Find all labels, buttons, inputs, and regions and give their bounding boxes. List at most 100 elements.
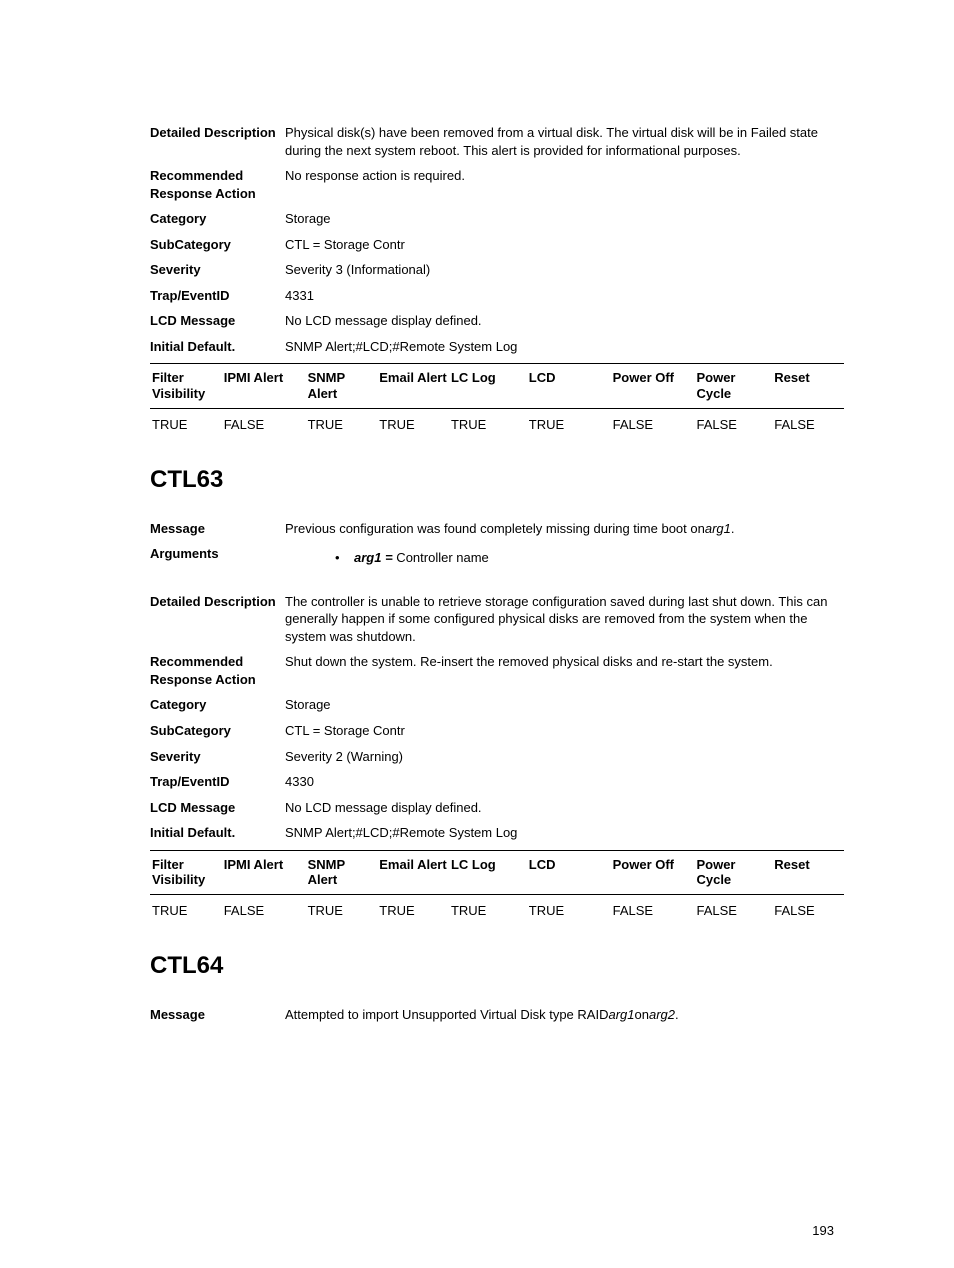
def-row: Detailed Description Physical disk(s) ha… — [150, 120, 844, 163]
def-label: Initial Default. — [150, 824, 285, 842]
def-label: Severity — [150, 748, 285, 766]
def-label: Message — [150, 1006, 285, 1024]
table-row: TRUE FALSE TRUE TRUE TRUE TRUE FALSE FAL… — [150, 894, 844, 924]
td: TRUE — [150, 894, 222, 924]
td: TRUE — [527, 894, 611, 924]
def-value: Shut down the system. Re-insert the remo… — [285, 653, 844, 688]
msg-suffix: . — [675, 1007, 679, 1022]
def-value: • arg1 = Controller name — [285, 545, 844, 567]
def-value: Attempted to import Unsupported Virtual … — [285, 1006, 844, 1024]
th: IPMI Alert — [222, 364, 306, 408]
def-value: No LCD message display defined. — [285, 799, 844, 817]
td: TRUE — [150, 408, 222, 438]
def-value: No LCD message display defined. — [285, 312, 844, 330]
def-row: Detailed Description The controller is u… — [150, 589, 844, 650]
msg-text: Previous configuration was found complet… — [285, 521, 705, 536]
def-row: Trap/EventID 4331 — [150, 283, 844, 309]
def-row: Recommended Response Action Shut down th… — [150, 649, 844, 692]
msg-arg2: arg2 — [649, 1007, 675, 1022]
th: LCD — [527, 850, 611, 894]
def-row: Severity Severity 2 (Warning) — [150, 744, 844, 770]
def-label: SubCategory — [150, 236, 285, 254]
def-row: Category Storage — [150, 692, 844, 718]
table-header-row: Filter Visibility IPMI Alert SNMP Alert … — [150, 364, 844, 408]
td: TRUE — [306, 408, 378, 438]
def-value: 4331 — [285, 287, 844, 305]
def-label: Recommended Response Action — [150, 653, 285, 688]
td: FALSE — [772, 408, 844, 438]
def-label: Detailed Description — [150, 593, 285, 646]
td: TRUE — [377, 894, 449, 924]
msg-arg1: arg1 — [608, 1007, 634, 1022]
def-label: Trap/EventID — [150, 287, 285, 305]
arg-name: arg1 = — [354, 550, 393, 565]
def-value: SNMP Alert;#LCD;#Remote System Log — [285, 824, 844, 842]
def-row-arguments: Arguments • arg1 = Controller name — [150, 541, 844, 571]
td: FALSE — [694, 894, 772, 924]
def-row: Initial Default. SNMP Alert;#LCD;#Remote… — [150, 334, 844, 360]
def-label: Trap/EventID — [150, 773, 285, 791]
th: Email Alert — [377, 364, 449, 408]
def-value: Storage — [285, 210, 844, 228]
def-row: Recommended Response Action No response … — [150, 163, 844, 206]
def-value: CTL = Storage Contr — [285, 722, 844, 740]
def-value: 4330 — [285, 773, 844, 791]
filter-table-ctl63: Filter Visibility IPMI Alert SNMP Alert … — [150, 850, 844, 924]
def-label: Severity — [150, 261, 285, 279]
def-list-ctl63: Message Previous configuration was found… — [150, 516, 844, 846]
def-label: Category — [150, 210, 285, 228]
def-row: Severity Severity 3 (Informational) — [150, 257, 844, 283]
def-label: LCD Message — [150, 799, 285, 817]
th: IPMI Alert — [222, 850, 306, 894]
def-row: LCD Message No LCD message display defin… — [150, 308, 844, 334]
td: FALSE — [222, 894, 306, 924]
def-row: Trap/EventID 4330 — [150, 769, 844, 795]
td: TRUE — [527, 408, 611, 438]
heading-ctl63: CTL63 — [150, 466, 844, 494]
def-value: Severity 3 (Informational) — [285, 261, 844, 279]
def-label: Initial Default. — [150, 338, 285, 356]
msg-text: Attempted to import Unsupported Virtual … — [285, 1007, 608, 1022]
def-row-message: Message Previous configuration was found… — [150, 516, 844, 542]
td: TRUE — [449, 408, 527, 438]
th: Power Off — [611, 850, 695, 894]
td: FALSE — [694, 408, 772, 438]
msg-mid: on — [635, 1007, 649, 1022]
td: TRUE — [377, 408, 449, 438]
def-label: Arguments — [150, 545, 285, 567]
def-list-ctl64: Message Attempted to import Unsupported … — [150, 1002, 844, 1028]
td: FALSE — [611, 894, 695, 924]
th: SNMP Alert — [306, 850, 378, 894]
def-row: SubCategory CTL = Storage Contr — [150, 232, 844, 258]
def-value: Severity 2 (Warning) — [285, 748, 844, 766]
def-row-message: Message Attempted to import Unsupported … — [150, 1002, 844, 1028]
th: Filter Visibility — [150, 850, 222, 894]
def-row: Category Storage — [150, 206, 844, 232]
msg-suffix: . — [731, 521, 735, 536]
def-row: SubCategory CTL = Storage Contr — [150, 718, 844, 744]
def-label: Message — [150, 520, 285, 538]
table-header-row: Filter Visibility IPMI Alert SNMP Alert … — [150, 850, 844, 894]
def-label: Detailed Description — [150, 124, 285, 159]
th: LC Log — [449, 364, 527, 408]
th: Power Cycle — [694, 364, 772, 408]
th: SNMP Alert — [306, 364, 378, 408]
td: FALSE — [222, 408, 306, 438]
def-row: LCD Message No LCD message display defin… — [150, 795, 844, 821]
td: FALSE — [772, 894, 844, 924]
def-label: LCD Message — [150, 312, 285, 330]
def-label: SubCategory — [150, 722, 285, 740]
th: Reset — [772, 364, 844, 408]
def-list-block1: Detailed Description Physical disk(s) ha… — [150, 120, 844, 359]
page-number: 193 — [812, 1223, 834, 1238]
def-value: No response action is required. — [285, 167, 844, 202]
th: LCD — [527, 364, 611, 408]
td: TRUE — [449, 894, 527, 924]
th: Reset — [772, 850, 844, 894]
def-row: Initial Default. SNMP Alert;#LCD;#Remote… — [150, 820, 844, 846]
heading-ctl64: CTL64 — [150, 952, 844, 980]
table-row: TRUE FALSE TRUE TRUE TRUE TRUE FALSE FAL… — [150, 408, 844, 438]
def-value: The controller is unable to retrieve sto… — [285, 593, 844, 646]
th: Filter Visibility — [150, 364, 222, 408]
th: Email Alert — [377, 850, 449, 894]
